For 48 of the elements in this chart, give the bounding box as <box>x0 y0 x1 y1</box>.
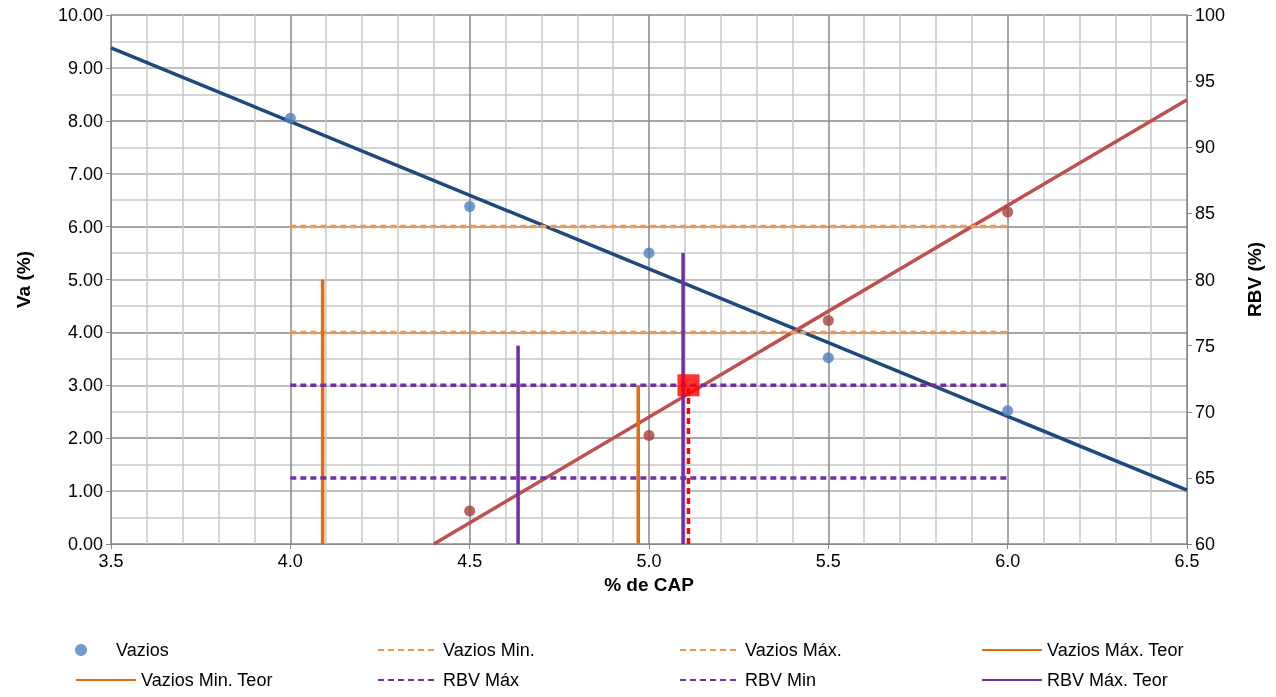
legend-label: Vazios <box>116 640 169 660</box>
legend-label: RBV Máx <box>443 670 520 690</box>
y2-tick-label: 70 <box>1195 401 1216 422</box>
x-tick-label: 5.0 <box>636 551 662 571</box>
x-tick-label: 4.0 <box>277 551 303 571</box>
y2-tick-label: 85 <box>1195 203 1216 224</box>
y-tick-label: 9.00 <box>67 57 103 78</box>
legend-label: Vazios Máx. Teor <box>1047 640 1184 660</box>
point <box>1002 206 1014 218</box>
point <box>1002 405 1014 417</box>
y-tick-label: 1.00 <box>67 481 103 502</box>
y2-tick-label: 100 <box>1195 5 1226 25</box>
legend-label: RBV Máx. Teor <box>1047 670 1168 690</box>
y2-axis-title: RBV (%) <box>1244 242 1265 317</box>
point <box>677 374 700 397</box>
y2-tick-label: 60 <box>1195 534 1216 554</box>
y-tick-label: 8.00 <box>67 110 103 131</box>
x-tick-label: 6.5 <box>1174 551 1200 571</box>
y-tick-label: 2.00 <box>67 428 103 449</box>
point <box>822 352 834 364</box>
y-tick-label: 6.00 <box>67 216 103 237</box>
x-tick-label: 5.5 <box>815 551 841 571</box>
point <box>643 430 655 442</box>
y-tick-label: 0.00 <box>67 534 103 554</box>
legend-label: RBV Min <box>745 670 817 690</box>
y-tick-label: 7.00 <box>67 163 103 184</box>
y2-tick-label: 80 <box>1195 269 1216 290</box>
legend-label: Vazios Min. <box>443 640 535 660</box>
y2-tick-label: 90 <box>1195 137 1216 158</box>
y-axis-title: Va (%) <box>13 250 34 309</box>
x-axis-title: % de CAP <box>604 573 695 595</box>
point <box>464 505 476 517</box>
y2-tick-label: 65 <box>1195 467 1216 488</box>
point <box>464 201 476 212</box>
x-tick-label: 3.5 <box>98 551 124 571</box>
x-tick-label: 4.5 <box>457 551 483 571</box>
y-tick-label: 4.00 <box>67 322 103 343</box>
point <box>822 315 834 326</box>
x-tick-label: 6.0 <box>995 551 1021 571</box>
point <box>643 247 655 259</box>
point <box>284 112 296 124</box>
legend-label: Vazios Máx. <box>745 640 842 660</box>
y2-tick-label: 95 <box>1195 71 1216 92</box>
y-tick-label: 10.00 <box>57 5 103 25</box>
y-tick-label: 3.00 <box>67 375 103 396</box>
y-tick-label: 5.00 <box>67 269 103 290</box>
legend-label: Vazios Min. Teor <box>141 670 273 690</box>
y2-tick-label: 75 <box>1195 335 1216 356</box>
